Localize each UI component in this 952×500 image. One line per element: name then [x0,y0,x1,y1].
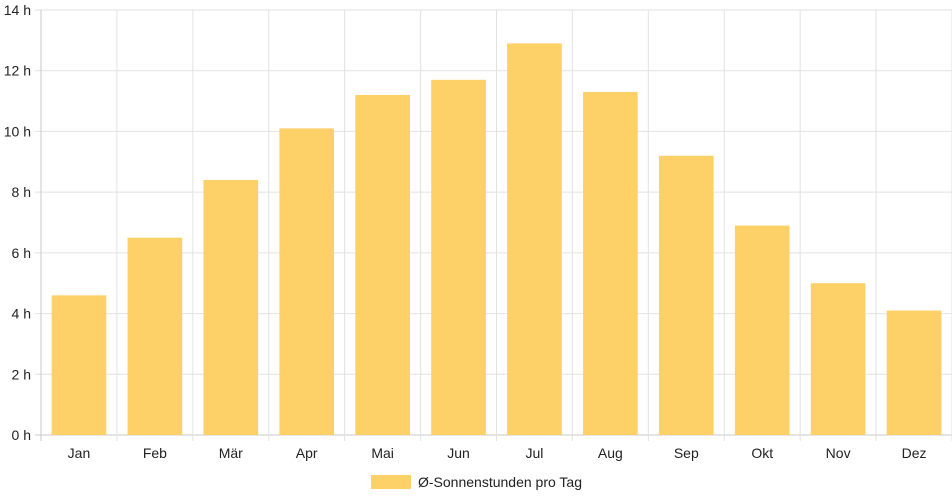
bar[interactable] [203,180,259,435]
bar[interactable] [810,283,866,435]
y-tick-label: 6 h [12,245,31,261]
bar[interactable] [431,79,486,436]
bar[interactable] [886,310,942,435]
legend[interactable]: Ø-Sonnenstunden pro Tag [371,474,582,490]
bar[interactable] [734,225,790,435]
x-tick-label: Aug [598,445,623,461]
y-tick-label: 12 h [4,63,31,79]
x-tick-label: Mai [371,445,394,461]
x-tick-label: Feb [143,445,167,461]
bar[interactable] [127,237,183,435]
x-tick-label: Dez [902,445,927,461]
x-tick-label: Nov [826,445,851,461]
x-axis: Jan Feb Mär Apr Mai Jun Jul Aug Sep Okt Nov Dez [68,445,927,461]
bars [51,43,942,436]
bar[interactable] [658,155,714,435]
bar[interactable] [51,295,107,435]
x-tick-label: Apr [296,445,318,461]
y-tick-label: 10 h [4,123,31,139]
x-tick-label: Jan [68,445,91,461]
y-tick-label: 2 h [12,366,31,382]
y-axis: 0 h 2 h 4 h 6 h 8 h 10 h 12 h 14 h [4,2,31,443]
bar[interactable] [355,95,410,435]
y-tick-label: 0 h [12,427,31,443]
legend-swatch[interactable] [371,475,411,489]
grid-lines [35,9,952,441]
x-tick-label: Jun [447,445,470,461]
bar[interactable] [279,128,335,435]
x-tick-label: Sep [674,445,699,461]
y-tick-label: 4 h [12,306,31,322]
y-tick-label: 8 h [12,184,31,200]
y-tick-label: 14 h [4,2,31,18]
bar[interactable] [583,91,638,435]
x-tick-label: Okt [751,445,773,461]
x-tick-label: Mär [219,445,243,461]
bar[interactable] [507,43,562,436]
legend-label[interactable]: Ø-Sonnenstunden pro Tag [418,474,582,490]
x-tick-label: Jul [526,445,544,461]
